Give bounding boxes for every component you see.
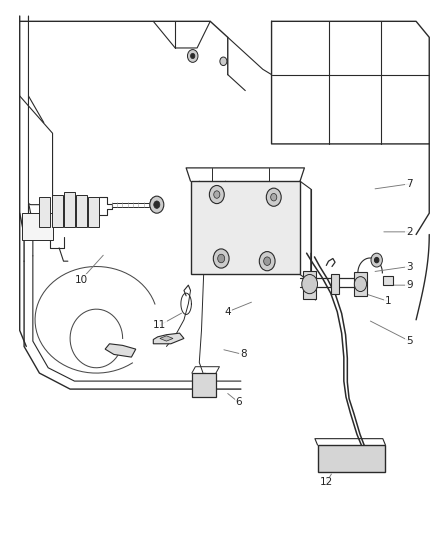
Polygon shape [331,274,339,294]
Polygon shape [354,272,367,296]
Polygon shape [153,333,184,344]
Text: 7: 7 [406,179,413,189]
Polygon shape [318,445,385,472]
Circle shape [266,188,281,206]
Text: 3: 3 [406,262,413,271]
Polygon shape [64,192,75,227]
Circle shape [371,253,382,267]
Circle shape [191,53,195,59]
Text: 8: 8 [240,350,247,359]
Circle shape [220,57,227,66]
Text: 4: 4 [224,307,231,317]
Circle shape [209,185,224,204]
Circle shape [259,252,275,271]
Polygon shape [22,213,53,240]
Text: 1: 1 [384,296,391,306]
Text: 2: 2 [406,227,413,237]
Text: 11: 11 [153,320,166,330]
Circle shape [354,277,367,292]
Circle shape [218,254,225,263]
Text: 9: 9 [406,280,413,290]
Circle shape [271,193,277,201]
Circle shape [187,50,198,62]
Circle shape [150,196,164,213]
Polygon shape [192,373,216,397]
Polygon shape [303,271,316,299]
Circle shape [374,257,379,263]
Text: 6: 6 [235,398,242,407]
Circle shape [213,249,229,268]
Circle shape [214,191,220,198]
Circle shape [154,201,160,208]
Polygon shape [383,276,393,285]
Polygon shape [105,344,136,357]
Polygon shape [76,195,87,227]
Text: 5: 5 [406,336,413,346]
Polygon shape [88,197,99,227]
Text: 10: 10 [74,275,88,285]
Text: 12: 12 [320,478,333,487]
Circle shape [302,274,318,294]
Polygon shape [52,195,63,227]
Polygon shape [191,181,300,274]
Polygon shape [160,336,173,341]
Polygon shape [39,197,50,227]
Circle shape [264,257,271,265]
